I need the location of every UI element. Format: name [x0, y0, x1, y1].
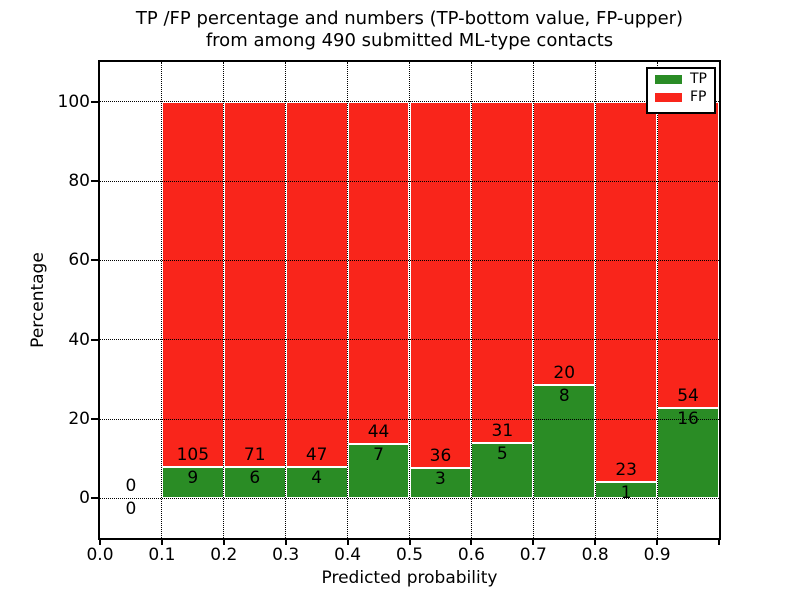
x-tick-label: 0.5 — [395, 545, 424, 565]
x-tick-label: 0.4 — [334, 545, 362, 565]
horizontal-gridline — [100, 101, 719, 103]
y-tick-label: 100 — [57, 91, 90, 112]
x-axis-label: Predicted probability — [321, 568, 498, 588]
vertical-gridline — [161, 62, 163, 538]
y-tick-mark — [91, 259, 98, 262]
x-tick-mark — [99, 538, 101, 545]
bar-fp-segment — [347, 101, 410, 444]
chart-title-line1: TP /FP percentage and numbers (TP-bottom… — [135, 8, 684, 29]
y-tick-mark — [91, 497, 98, 500]
tp-count-label: 6 — [249, 468, 261, 489]
vertical-gridline — [470, 62, 472, 538]
y-tick-mark — [91, 338, 98, 341]
vertical-gridline — [594, 62, 596, 538]
x-tick-mark — [532, 538, 535, 545]
tp-count-label: 9 — [187, 468, 199, 489]
x-tick-mark — [718, 538, 720, 545]
plot-area: 0 0 105 9 71 6 47 4 44 7 36 3 31 5 20 8 23 1 54 16 — [91, 60, 721, 545]
x-tick-label: 0.9 — [643, 545, 671, 565]
fp-count-label: 0 — [125, 476, 137, 497]
horizontal-gridline — [100, 339, 719, 341]
fp-count-label: 36 — [429, 445, 452, 466]
tp-count-label: 1 — [620, 482, 632, 503]
chart-title: TP /FP percentage and numbers (TP-bottom… — [100, 8, 719, 52]
y-tick-label: 60 — [68, 250, 90, 271]
x-tick-mark — [470, 538, 473, 545]
y-axis-label: Percentage — [28, 252, 48, 348]
fp-count-label: 47 — [305, 445, 328, 466]
y-tick-label: 80 — [68, 171, 90, 191]
x-tick-label: 0.0 — [86, 545, 114, 565]
horizontal-gridline — [100, 497, 719, 499]
y-tick-mark — [91, 100, 98, 103]
vertical-gridline — [532, 62, 534, 538]
tp-count-label: 8 — [558, 386, 570, 406]
fp-swatch-icon — [655, 93, 682, 102]
x-tick-mark — [284, 538, 287, 545]
fp-count-label: 20 — [553, 363, 576, 383]
bar-fp-segment — [657, 101, 719, 408]
horizontal-gridline — [100, 259, 719, 261]
bar-fp-segment — [161, 101, 224, 467]
y-tick-label: 20 — [68, 409, 90, 429]
fp-count-label: 23 — [615, 459, 637, 480]
x-tick-mark — [594, 538, 597, 545]
horizontal-gridline — [100, 180, 719, 182]
legend-label-fp: FP — [690, 89, 707, 105]
legend: TP FP — [646, 67, 716, 114]
x-tick-mark — [160, 538, 163, 545]
fp-count-label: 54 — [677, 385, 699, 406]
x-tick-mark — [222, 538, 225, 545]
vertical-gridline — [656, 62, 658, 538]
legend-entry-tp: TP — [655, 72, 710, 87]
y-tick-label: 0 — [79, 488, 90, 509]
x-tick-label: 0.7 — [519, 545, 547, 565]
tp-swatch-icon — [655, 75, 682, 84]
tp-count-label: 0 — [125, 499, 137, 520]
bar-fp-segment — [533, 101, 596, 385]
bar-tp-segment — [657, 407, 719, 499]
vertical-gridline — [347, 62, 349, 538]
x-tick-mark — [656, 538, 659, 545]
chart-title-line2: from among 490 submitted ML-type contact… — [205, 30, 614, 51]
bar-tp-segment — [223, 467, 286, 499]
x-tick-mark — [346, 538, 349, 545]
x-tick-label: 0.3 — [272, 545, 300, 565]
legend-label-tp: TP — [690, 71, 707, 87]
tp-count-label: 3 — [435, 468, 446, 489]
horizontal-gridline — [100, 418, 719, 420]
fp-count-label: 31 — [491, 421, 514, 442]
tp-count-label: 7 — [373, 444, 384, 465]
vertical-gridline — [223, 62, 225, 538]
x-tick-label: 0.2 — [210, 545, 238, 565]
bar-fp-segment — [595, 101, 658, 482]
fp-count-label: 44 — [367, 421, 390, 442]
bar-fp-segment — [223, 101, 286, 468]
y-tick-label: 40 — [68, 329, 90, 350]
tp-count-label: 5 — [496, 444, 508, 465]
vertical-gridline — [285, 62, 287, 538]
y-tick-mark — [91, 418, 98, 420]
fp-count-label: 71 — [243, 445, 266, 466]
bar-fp-segment — [409, 101, 472, 468]
tp-count-label: 4 — [311, 468, 323, 489]
x-tick-label: 0.6 — [457, 545, 485, 565]
fp-count-label: 105 — [176, 445, 210, 466]
x-tick-label: 0.8 — [581, 545, 609, 565]
vertical-gridline — [409, 62, 410, 538]
x-tick-label: 0.1 — [148, 545, 176, 565]
bar-fp-segment — [471, 101, 534, 444]
x-tick-mark — [408, 538, 411, 545]
y-tick-mark — [91, 180, 98, 182]
bar-fp-segment — [285, 101, 348, 468]
tp-count-label: 16 — [677, 408, 699, 429]
legend-entry-fp: FP — [655, 90, 710, 105]
bar-tp-segment — [471, 443, 534, 499]
